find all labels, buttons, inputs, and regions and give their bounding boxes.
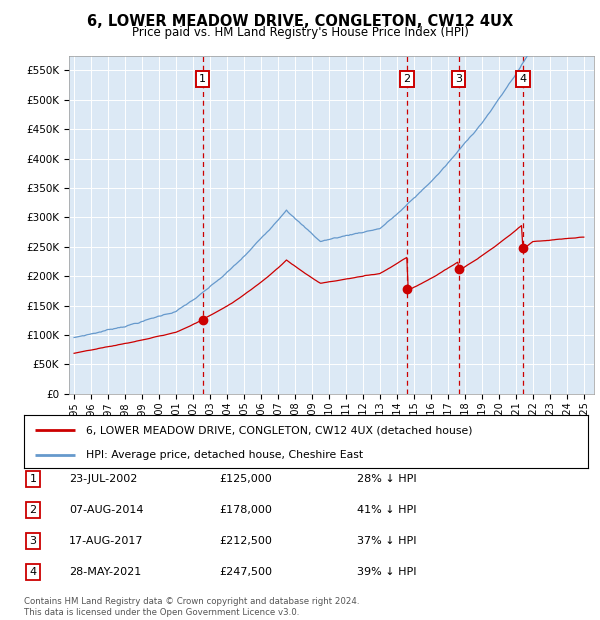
Text: £212,500: £212,500 (219, 536, 272, 546)
Text: 4: 4 (519, 74, 526, 84)
Text: 3: 3 (455, 74, 462, 84)
Text: 41% ↓ HPI: 41% ↓ HPI (357, 505, 416, 515)
Text: 07-AUG-2014: 07-AUG-2014 (69, 505, 143, 515)
Text: 28% ↓ HPI: 28% ↓ HPI (357, 474, 416, 484)
Text: 39% ↓ HPI: 39% ↓ HPI (357, 567, 416, 577)
Text: Price paid vs. HM Land Registry's House Price Index (HPI): Price paid vs. HM Land Registry's House … (131, 26, 469, 39)
Text: 2: 2 (29, 505, 37, 515)
Text: 6, LOWER MEADOW DRIVE, CONGLETON, CW12 4UX (detached house): 6, LOWER MEADOW DRIVE, CONGLETON, CW12 4… (86, 425, 473, 435)
Text: £178,000: £178,000 (219, 505, 272, 515)
Text: 23-JUL-2002: 23-JUL-2002 (69, 474, 137, 484)
Text: Contains HM Land Registry data © Crown copyright and database right 2024.
This d: Contains HM Land Registry data © Crown c… (24, 598, 359, 617)
Text: 2: 2 (403, 74, 410, 84)
Text: 1: 1 (199, 74, 206, 84)
Text: 17-AUG-2017: 17-AUG-2017 (69, 536, 143, 546)
Text: 3: 3 (29, 536, 37, 546)
Text: £247,500: £247,500 (219, 567, 272, 577)
Text: 1: 1 (29, 474, 37, 484)
Text: 4: 4 (29, 567, 37, 577)
Text: HPI: Average price, detached house, Cheshire East: HPI: Average price, detached house, Ches… (86, 450, 363, 460)
Text: £125,000: £125,000 (219, 474, 272, 484)
Text: 28-MAY-2021: 28-MAY-2021 (69, 567, 141, 577)
Text: 6, LOWER MEADOW DRIVE, CONGLETON, CW12 4UX: 6, LOWER MEADOW DRIVE, CONGLETON, CW12 4… (87, 14, 513, 29)
Text: 37% ↓ HPI: 37% ↓ HPI (357, 536, 416, 546)
